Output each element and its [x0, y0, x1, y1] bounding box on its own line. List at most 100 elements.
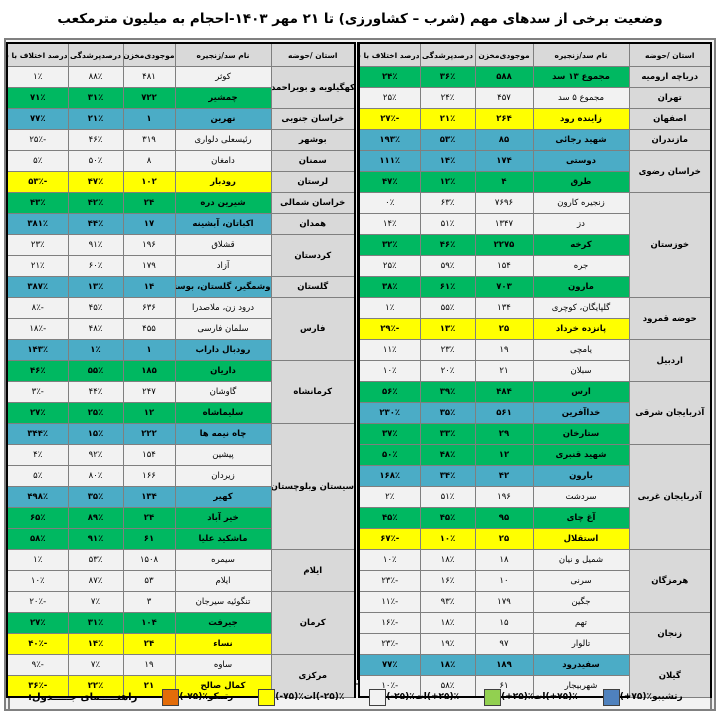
fill-percent-cell: ۶۱٪	[419, 276, 476, 298]
fill-percent-cell: ۸۰٪	[67, 465, 124, 487]
diff-percent-cell: ۵۶٪	[358, 381, 421, 403]
table-row: سلیماشاه ۱۲ ۲۵٪ ۲۷٪	[6, 402, 355, 424]
table-row: خراسان شمالی شیرین دره ۲۴ ۴۲٪ ۴۳٪	[6, 192, 356, 214]
table-row: گیلان سفیدرود ۱۸۹ ۱۸٪ ۷۷٪	[358, 654, 712, 698]
dam-name-cell: سردشت	[532, 486, 630, 508]
table-row: نساء ۲۴ ۱۴٪ -۴۰٪	[6, 633, 355, 655]
fill-percent-cell: ۱۸٪	[419, 612, 476, 634]
dam-name-cell: دامغان	[174, 150, 272, 172]
reservoir-volume-cell: ۴۵۵	[122, 318, 176, 340]
report-sheet: استان /حوضه نام سد/زنجیره موجودی‌مخزن در…	[4, 38, 716, 711]
province-cell: اصفهان	[628, 108, 712, 130]
table-row: جره ۱۵۴ ۵۹٪ ۲۵٪	[358, 255, 711, 277]
reservoir-volume-cell: ۹۵	[474, 507, 534, 529]
dam-name-cell: کهیر	[174, 486, 272, 508]
diff-percent-cell: ۲۵٪	[358, 255, 421, 277]
table-row: خراسان رضوی دوستی ۱۷۴ ۱۴٪ ۱۱۱٪	[358, 150, 712, 193]
reservoir-volume-cell: ۶۳۶	[122, 297, 176, 319]
fill-percent-cell: ۲۴٪	[419, 87, 476, 109]
province-cell: گلستان	[270, 276, 356, 298]
diff-percent-cell: ۶۵٪	[6, 507, 69, 529]
fill-percent-cell: ۴۲٪	[67, 192, 124, 214]
dam-name-cell: سرنی	[532, 570, 630, 592]
fill-percent-cell: ۱۰٪	[419, 528, 476, 550]
report-title-bar: وضعیت برخی از سدهای مهم (شرب – کشاورزی) …	[0, 0, 720, 38]
dam-name-cell: وشمگیر، گلستان، بوستان	[174, 276, 272, 298]
fill-percent-cell: ۸۹٪	[67, 507, 124, 529]
fill-percent-cell: ۱۵٪	[67, 423, 124, 445]
table-row: سلمان فارسی ۴۵۵ ۴۸٪ -۱۸٪	[6, 318, 355, 340]
table-row: بوشهر رئیسعلی دلواری ۳۱۹ ۴۶٪ -۲۵٪	[6, 129, 356, 151]
table-row: مازندران شهید رجائی ۸۵ ۵۳٪ ۱۹۳٪	[358, 129, 712, 151]
dam-name-cell: شهربیجار	[532, 675, 630, 698]
dam-name-cell: ساوه	[174, 654, 272, 676]
table-row: دریاچه ارومیه مجموع ۱۳ سد ۵۸۸ ۳۶٪ ۲۴٪	[358, 66, 712, 88]
diff-percent-cell: -۲۳٪	[358, 633, 421, 655]
dam-name-cell: گلپایگان، کوچری	[532, 297, 630, 319]
reservoir-volume-cell: ۴۸۱	[122, 66, 176, 88]
table-row: آزاد ۱۷۹ ۶۰٪ ۲۱٪	[6, 255, 355, 277]
fill-percent-cell: ۴۵٪	[67, 297, 124, 319]
diff-percent-cell: ۳۲٪	[358, 234, 421, 256]
reservoir-volume-cell: ۲۱	[122, 675, 176, 698]
reservoir-volume-cell: ۱	[122, 108, 176, 130]
fill-percent-cell: ۵۱٪	[419, 486, 476, 508]
col-header-volume: موجودی‌مخزن	[474, 42, 534, 67]
fill-percent-cell: ۲۵٪	[67, 402, 124, 424]
reservoir-volume-cell: ۲۵	[474, 318, 534, 340]
fill-percent-cell: ۶۳٪	[419, 192, 476, 214]
fill-percent-cell: ۸۷٪	[67, 570, 124, 592]
reservoir-volume-cell: ۱۳۴۷	[474, 213, 534, 235]
reservoir-volume-cell: ۲۶۴	[474, 108, 534, 130]
col-header-fill-pct: درصدپرشدگی	[419, 42, 476, 67]
province-cell: آذربایجان شرقی	[628, 381, 712, 445]
diff-percent-cell: ۴۶٪	[6, 360, 69, 382]
fill-percent-cell: ۹۱٪	[67, 528, 124, 550]
reservoir-volume-cell: ۱۵۴	[474, 255, 534, 277]
table-row: کرمانشاه داریان ۱۸۵ ۵۵٪ ۴۶٪	[6, 360, 356, 424]
reservoir-volume-cell: ۴۲	[474, 465, 534, 487]
diff-percent-cell: ۱۴٪	[358, 213, 421, 235]
table-row: تهران مجموع ۵ سد ۴۵۷ ۲۴٪ ۲۵٪	[358, 87, 712, 109]
diff-percent-cell: ۱۱۱٪	[358, 150, 421, 172]
table-row: کرمان تنگوئیه سیرجان ۳ ۷٪ -۲۰٪	[6, 591, 356, 655]
fill-percent-cell: ۳۵٪	[419, 402, 476, 424]
fill-percent-cell: ۲۱٪	[67, 108, 124, 130]
fill-percent-cell: ۳۳٪	[419, 423, 476, 445]
fill-percent-cell: ۵۳٪	[419, 129, 476, 151]
fill-percent-cell: ۱۶٪	[419, 570, 476, 592]
dam-name-cell: گاوشان	[174, 381, 272, 403]
fill-percent-cell: ۲۲٪	[67, 675, 124, 698]
diff-percent-cell: -۴۰٪	[6, 633, 69, 655]
reservoir-volume-cell: ۲۴	[122, 633, 176, 655]
reservoir-volume-cell: ۵۸۸	[474, 66, 534, 88]
diff-percent-cell: ۲۳٪	[6, 234, 69, 256]
reservoir-volume-cell: ۲۴	[122, 192, 176, 214]
table-row: آذربایجان شرقی ارس ۴۸۴ ۳۹٪ ۵۶٪	[358, 381, 712, 445]
diff-percent-cell: -۵۳٪	[6, 171, 69, 193]
diff-percent-cell: ۷۷٪	[358, 654, 421, 676]
reservoir-volume-cell: ۱۲	[122, 402, 176, 424]
diff-percent-cell: ۲۴٪	[358, 66, 421, 88]
dam-name-cell: ایلام	[174, 570, 272, 592]
legend-label: (+۷۵)٪وبیشتر	[619, 692, 683, 702]
fill-percent-cell: ۳۹٪	[419, 381, 476, 403]
reservoir-volume-cell: ۱۷	[122, 213, 176, 235]
table-row: کهیر ۱۳۴ ۳۵٪ ۴۹۸٪	[6, 486, 355, 508]
province-cell: سمنان	[270, 150, 356, 172]
table-row: اصفهان زاینده رود ۲۶۴ ۲۱٪ -۲۷٪	[358, 108, 712, 130]
fill-percent-cell: ۷٪	[67, 591, 124, 613]
dam-name-cell: زاینده رود	[532, 108, 630, 130]
reservoir-volume-cell: ۱۹	[122, 654, 176, 676]
table-row: سردشت ۱۹۶ ۵۱٪ ۲٪	[358, 486, 711, 508]
table-row: کرخه ۲۲۷۵ ۴۶٪ ۳۲٪	[358, 234, 711, 256]
col-header-diff-pct: درصد اختلاف با سال قبل	[6, 42, 69, 67]
legend-swatch-white	[369, 688, 387, 706]
province-cell: هرمزگان	[628, 549, 712, 613]
dam-name-cell: مجموع ۱۳ سد	[532, 66, 630, 88]
fill-percent-cell: ۵۸٪	[419, 675, 476, 698]
table-row: همدان اکباتان، آبشینه ۱۷ ۴۴٪ ۳۸۱٪	[6, 213, 356, 235]
province-cell: حوضه قمرود	[628, 297, 712, 340]
reservoir-volume-cell: ۵۳	[122, 570, 176, 592]
col-header-volume: موجودی‌مخزن	[122, 42, 176, 67]
